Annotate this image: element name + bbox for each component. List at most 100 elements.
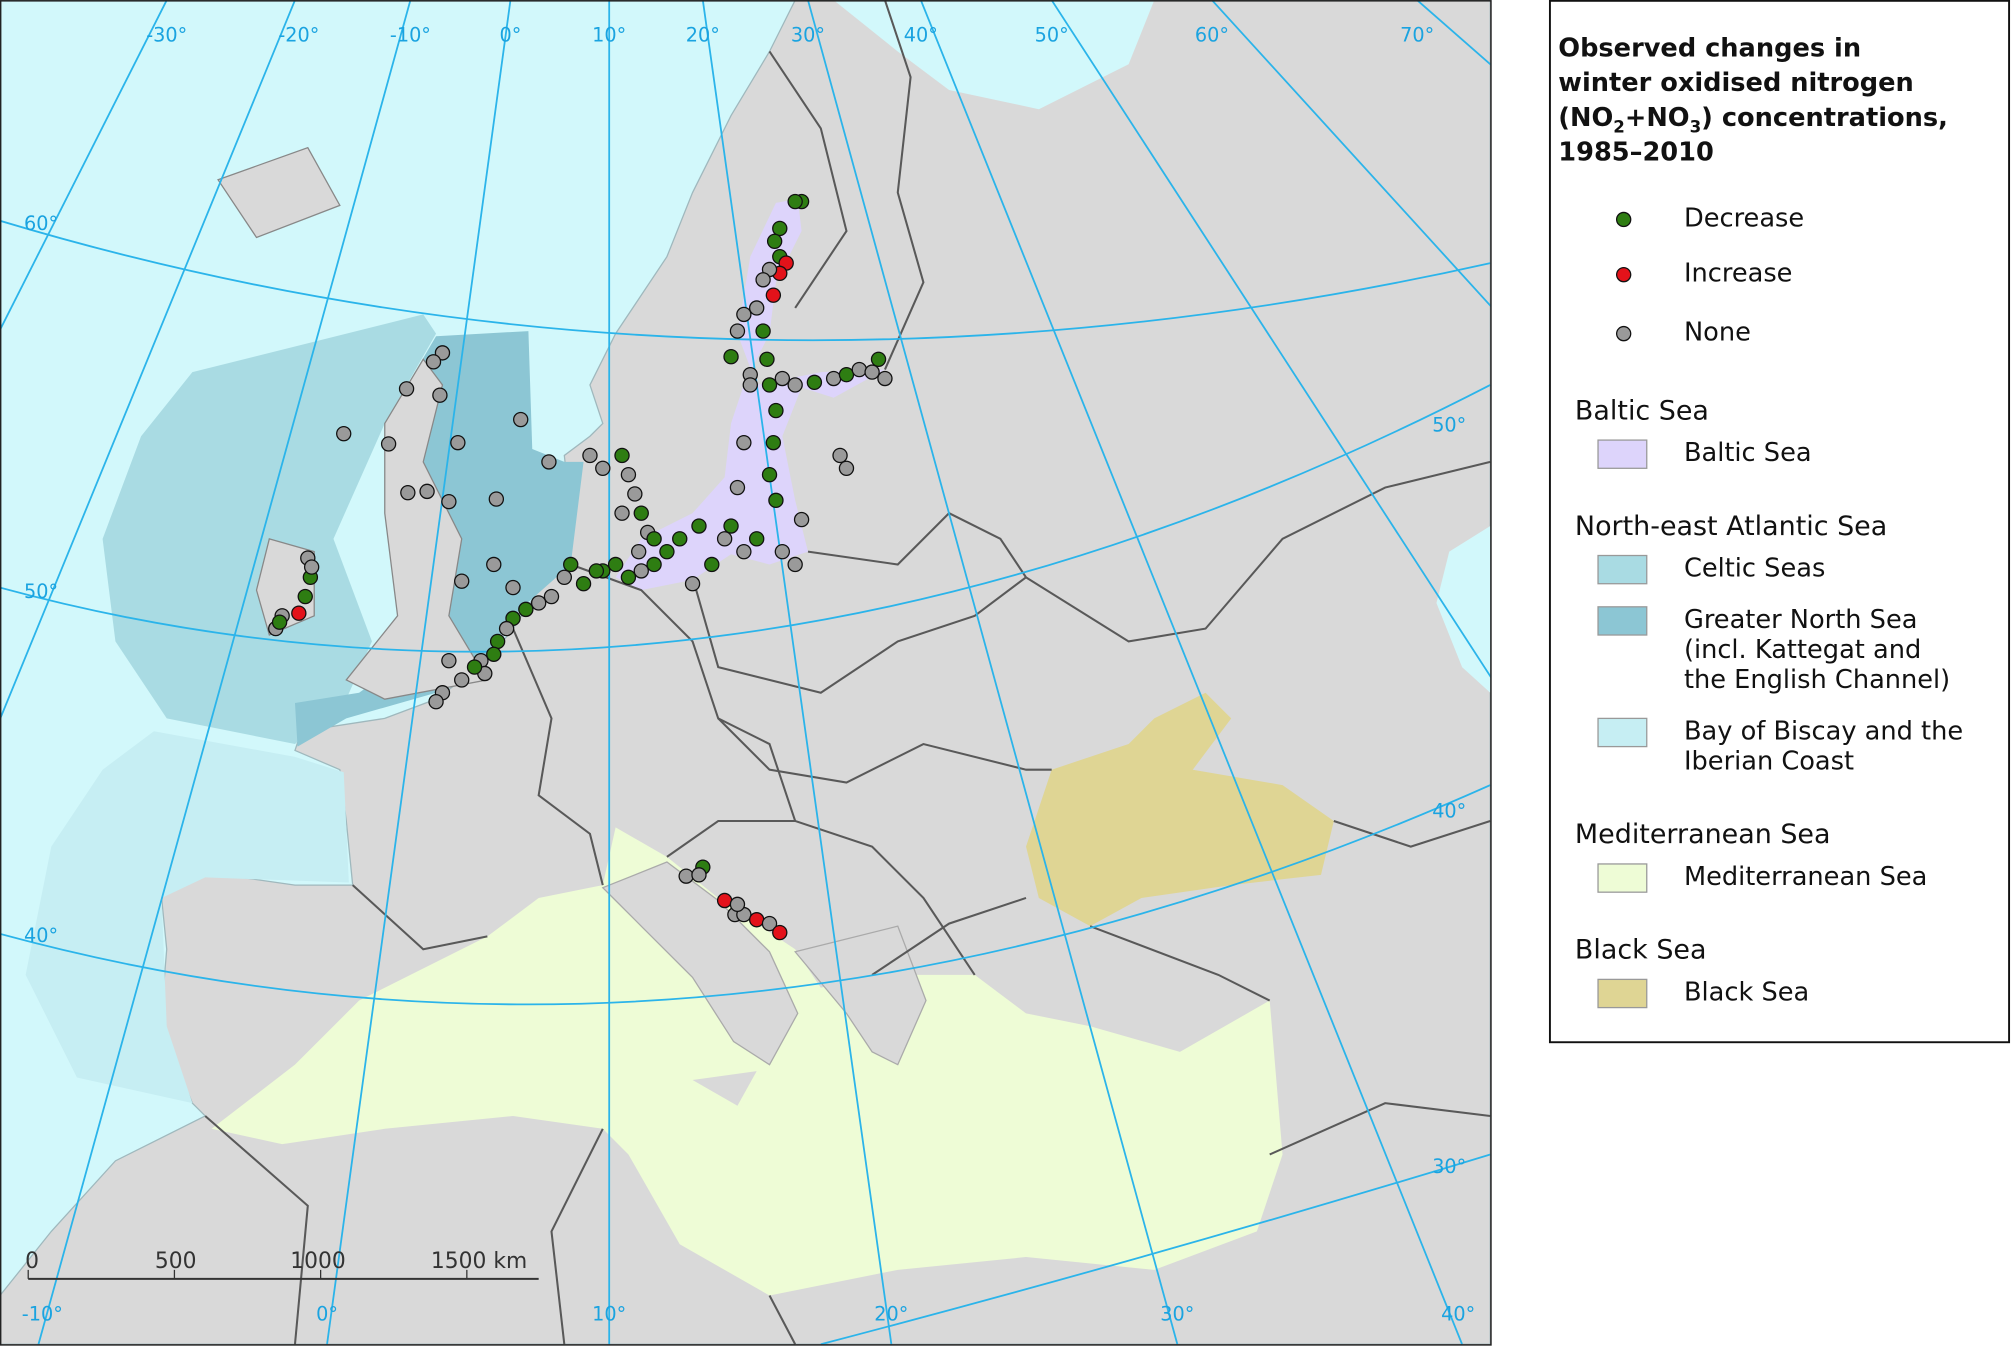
graticule-label: -20° <box>278 24 319 47</box>
stations <box>268 193 893 941</box>
graticule-line <box>0 784 1491 1006</box>
legend-marker-label: None <box>1684 318 1751 348</box>
station-dot <box>768 402 784 419</box>
italy <box>601 861 799 1066</box>
graticule-label: -10° <box>22 1302 63 1325</box>
graticule-label: 20° <box>874 1302 908 1325</box>
station-dot <box>704 556 720 573</box>
legend-item-label: Celtic Seas <box>1684 554 1825 584</box>
station-dot <box>832 447 848 464</box>
station-dot <box>838 460 855 476</box>
graticule-line <box>701 0 893 1345</box>
legend-title-part: ) concentrations, <box>1701 103 1948 133</box>
graticule-label: 30° <box>1432 1155 1466 1178</box>
station-dot <box>575 576 592 592</box>
station-dot <box>672 531 688 547</box>
station-dot <box>787 377 803 393</box>
scale-bar: 0 500 1000 1500 km <box>25 1249 539 1280</box>
station-dot <box>723 349 739 365</box>
station-dot <box>774 543 791 560</box>
graticule-line <box>0 219 1491 342</box>
graticule-label: 0° <box>316 1302 338 1325</box>
graticule-line <box>0 0 168 332</box>
station-dot <box>633 563 649 579</box>
station-dot <box>838 366 855 383</box>
station-dot <box>614 505 630 521</box>
station-dot <box>736 434 752 451</box>
station-dot <box>513 411 529 428</box>
legend-group-heading: North-east Atlantic Sea <box>1575 511 1887 542</box>
station-dot <box>684 576 701 592</box>
legend-title: winter oxidised nitrogen <box>1558 68 1914 98</box>
station-dot <box>761 467 778 483</box>
station-dot <box>489 633 506 650</box>
station-dot <box>736 306 752 323</box>
station-dot <box>595 460 611 476</box>
graticule-label: 30° <box>1160 1302 1194 1325</box>
station-dot <box>303 559 320 575</box>
station-dot <box>691 867 707 883</box>
graticule-line <box>1050 0 1491 678</box>
station-dot <box>450 434 466 451</box>
caspian-sea <box>1436 526 1491 693</box>
station-dot <box>877 370 893 387</box>
station-dot <box>441 652 457 669</box>
station-dot <box>380 436 397 452</box>
legend-item-label: the English Channel) <box>1684 665 1950 695</box>
station-dot <box>716 531 733 547</box>
station-dot <box>759 351 775 367</box>
country-borders <box>204 0 1491 1345</box>
graticule-label: 50° <box>24 580 58 603</box>
legend-title: 1985–2010 <box>1558 137 1714 167</box>
station-dot <box>291 605 307 621</box>
scale-label: 0 <box>25 1249 39 1274</box>
legend-swatch <box>1597 978 1648 1009</box>
station-dot <box>748 912 765 928</box>
station-dot <box>518 601 534 618</box>
station-dot <box>620 467 637 483</box>
legend-swatch <box>1597 606 1648 636</box>
legend-title-part: (NO <box>1558 103 1613 133</box>
station-dot <box>678 868 694 884</box>
station-dot <box>541 454 557 470</box>
station-dot <box>851 361 867 378</box>
legend-title-part: 2 <box>1613 117 1625 136</box>
legend-item-label: Mediterranean Sea <box>1684 862 1927 892</box>
legend-marker <box>1615 266 1632 283</box>
station-dot <box>729 896 746 913</box>
station-dot <box>864 364 880 380</box>
station-dot <box>870 351 887 367</box>
station-dot <box>454 573 470 589</box>
graticule-label: 50° <box>1035 24 1069 47</box>
graticule-label: 40° <box>1432 800 1466 823</box>
legend-group-heading: Mediterranean Sea <box>1575 819 1831 850</box>
legend-title-part: 3 <box>1690 117 1702 136</box>
graticule-label: 10° <box>592 24 626 47</box>
station-dot <box>768 492 784 509</box>
station-dot <box>772 924 788 941</box>
station-dot <box>400 484 416 501</box>
station-dot <box>765 287 782 303</box>
station-dot <box>633 505 649 521</box>
legend-swatch <box>1597 717 1648 748</box>
graticule-label: 40° <box>24 924 58 947</box>
station-dot <box>748 531 765 547</box>
station-dot <box>716 892 733 909</box>
map-frame <box>0 0 1492 1346</box>
baltic-sea <box>615 198 885 591</box>
station-dot <box>787 193 803 210</box>
graticule-line <box>37 0 412 1345</box>
legend-swatch <box>1597 554 1648 585</box>
iceland <box>217 146 341 239</box>
legend-title: Observed changes in <box>1558 34 1861 64</box>
graticule-label: 40° <box>904 24 938 47</box>
station-dot <box>498 620 515 637</box>
sicily <box>692 1071 757 1106</box>
station-dot <box>755 323 771 339</box>
station-dot <box>488 491 505 507</box>
graticule-line <box>820 1153 1491 1345</box>
station-dot <box>466 659 483 675</box>
legend-title: (NO2+NO3) concentrations, <box>1558 103 1948 136</box>
